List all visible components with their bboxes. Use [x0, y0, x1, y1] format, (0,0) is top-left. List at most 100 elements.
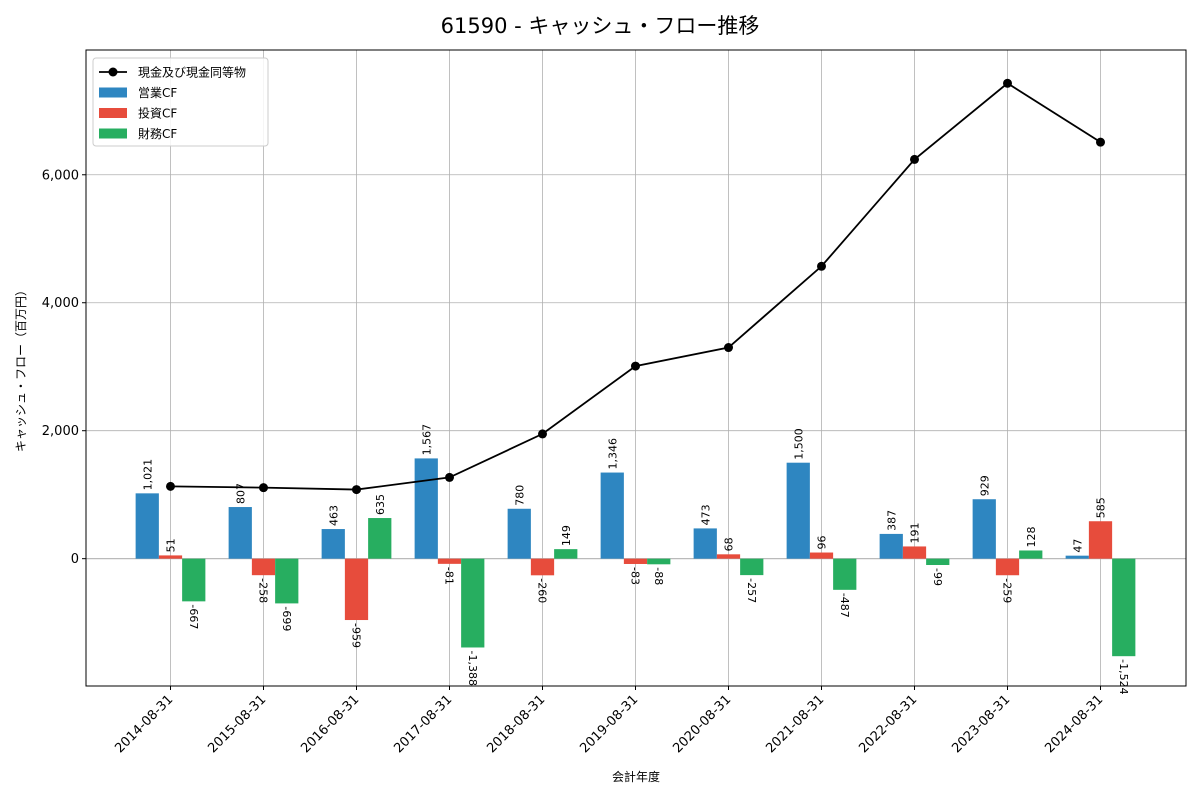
bar-value-label: 807	[234, 483, 247, 504]
bar-operating	[972, 499, 996, 559]
bar-financing	[182, 558, 206, 602]
bar-investing	[530, 558, 555, 576]
bar-value-label: 96	[816, 536, 829, 550]
bar-operating	[507, 508, 531, 559]
bar-operating	[1065, 555, 1089, 559]
cash-point	[352, 485, 361, 495]
bar-value-label: 387	[885, 510, 898, 531]
bar-financing	[647, 558, 671, 565]
bars	[135, 458, 1136, 657]
x-tick-label: 2017-08-31	[391, 692, 455, 756]
bar-financing	[926, 558, 950, 566]
bar-value-label: 191	[909, 522, 922, 543]
cash-point	[631, 361, 640, 371]
bar-value-label: -99	[931, 568, 944, 586]
bar-operating	[786, 462, 810, 559]
bar-value-label: -1,524	[1117, 659, 1130, 694]
bar-value-label: -81	[443, 567, 456, 585]
bar-value-label: 68	[723, 537, 736, 551]
cash-point	[538, 429, 547, 439]
bar-value-label: -260	[536, 578, 549, 603]
bar-value-label: -83	[629, 567, 642, 585]
bar-operating	[321, 529, 345, 559]
cash-point	[817, 261, 826, 271]
bar-financing	[461, 558, 485, 648]
bar-value-label: 1,346	[606, 438, 619, 470]
legend-marker	[108, 67, 118, 77]
bar-value-label: -258	[257, 578, 270, 603]
bar-value-label: 1,021	[141, 459, 154, 491]
legend-swatch	[99, 108, 127, 118]
x-tick-label: 2023-08-31	[949, 692, 1013, 756]
bar-value-label: -88	[652, 567, 665, 585]
x-tick-label: 2020-08-31	[670, 692, 734, 756]
bar-investing	[902, 546, 927, 559]
bar-value-label: 1,500	[792, 428, 805, 460]
bar-value-label: -1,388	[466, 650, 479, 685]
cash-point	[259, 483, 268, 493]
x-tick-label: 2015-08-31	[205, 692, 269, 756]
bar-value-label: -667	[187, 604, 200, 629]
x-tick-label: 2018-08-31	[484, 692, 548, 756]
cash-point	[445, 472, 454, 482]
bar-investing	[437, 558, 462, 564]
bar-value-label: 51	[165, 538, 178, 552]
bar-operating	[879, 533, 903, 559]
bar-investing	[995, 558, 1020, 576]
cash-point	[1096, 137, 1105, 147]
bar-value-label: 780	[513, 485, 526, 506]
bar-investing	[158, 555, 183, 559]
cash-point	[724, 343, 733, 353]
x-tick-label: 2014-08-31	[112, 692, 176, 756]
x-axis-label: 会計年度	[612, 769, 660, 784]
bar-investing	[623, 558, 648, 564]
bar-investing	[251, 558, 276, 576]
x-tick-label: 2024-08-31	[1042, 692, 1106, 756]
bar-financing	[740, 558, 764, 576]
bar-investing	[1088, 521, 1113, 559]
bar-operating	[135, 493, 159, 559]
bar-value-label: 149	[560, 525, 573, 546]
bar-value-label: 1,567	[420, 424, 433, 456]
bar-operating	[414, 458, 438, 559]
cash-point	[166, 481, 175, 491]
legend-entry: 現金及び現金同等物	[138, 65, 246, 80]
bar-operating	[228, 507, 252, 559]
legend-entry: 財務CF	[138, 126, 177, 141]
bar-investing	[716, 554, 741, 559]
bar-operating	[693, 528, 717, 559]
legend-entry: 営業CF	[138, 86, 177, 100]
y-tick-label: 6,000	[42, 168, 79, 183]
bar-operating	[600, 472, 624, 559]
bar-financing	[1019, 550, 1043, 559]
bar-value-label: -699	[280, 606, 293, 631]
bar-investing	[344, 558, 369, 621]
y-axis-label: キャッシュ・フロー（百万円）	[14, 284, 28, 452]
bar-value-label: -259	[1001, 578, 1014, 603]
bar-financing	[1112, 558, 1136, 657]
x-tick-label: 2021-08-31	[763, 692, 827, 756]
bar-value-label: -959	[350, 623, 363, 648]
bar-value-label: 128	[1025, 526, 1038, 547]
bar-value-label: 463	[327, 505, 340, 526]
bar-investing	[809, 552, 834, 559]
x-tick-label: 2016-08-31	[298, 692, 362, 756]
legend-entry: 投資CF	[138, 106, 177, 121]
legend-swatch	[99, 87, 127, 98]
legend-swatch	[99, 128, 127, 139]
y-tick-label: 4,000	[42, 296, 79, 311]
x-tick-label: 2022-08-31	[856, 692, 920, 756]
bar-value-label: 635	[374, 494, 387, 515]
bar-financing	[275, 558, 299, 604]
bar-financing	[368, 518, 392, 559]
grid	[86, 50, 1186, 686]
chart-title: 61590 - キャッシュ・フロー推移	[441, 14, 760, 38]
y-tick-label: 0	[71, 552, 79, 567]
x-tick-label: 2019-08-31	[577, 692, 641, 756]
cash-line	[166, 78, 1105, 495]
y-tick-label: 2,000	[42, 424, 79, 439]
bar-value-label: 473	[699, 504, 712, 525]
cash-point	[1003, 78, 1012, 88]
